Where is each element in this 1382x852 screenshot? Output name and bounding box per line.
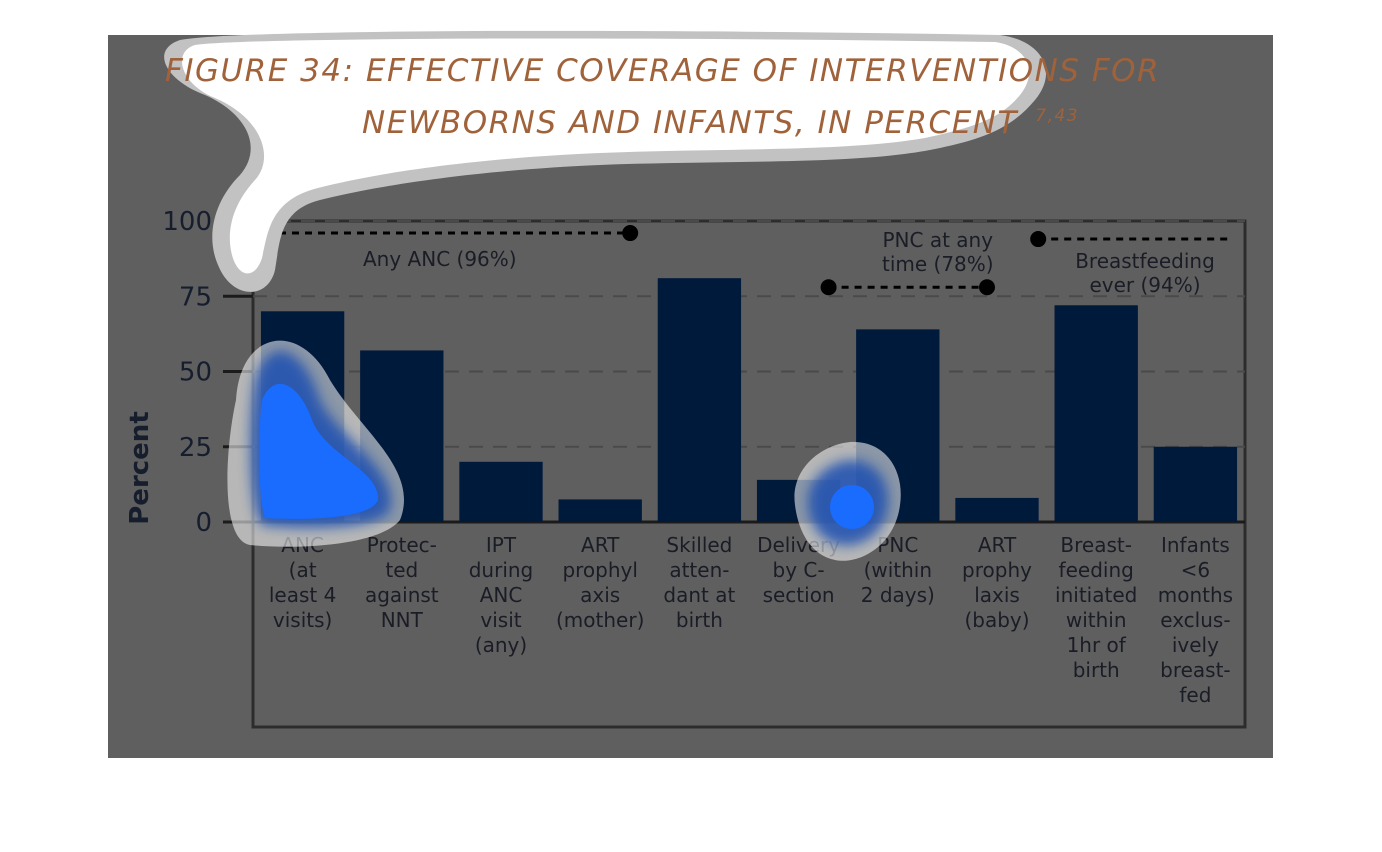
ref-label-line: PNC at any (883, 228, 994, 252)
ref-label-line: time (78%) (882, 252, 994, 276)
bar (955, 497, 1039, 522)
ref-label-any-anc: Any ANC (96%) (363, 247, 517, 271)
x-tick-label-line: axis (580, 583, 620, 607)
x-tick-label: ART prophy laxis (baby) (962, 533, 1032, 632)
x-tick-label-line: NNT (381, 608, 424, 632)
y-tick-label: 0 (195, 508, 212, 538)
heatmap-overlay (227, 340, 901, 561)
x-tick-label-line: Breast- (1060, 533, 1132, 557)
x-tick-label-line: section (763, 583, 835, 607)
x-tick-label-line: Infants (1161, 533, 1230, 557)
x-tick-label-line: visit (480, 608, 521, 632)
x-tick-label: Breast-feeding initiated within 1hr of birth (1055, 533, 1137, 682)
x-tick-label-line: <6 (1181, 558, 1210, 582)
x-tick-label-line: by C- (773, 558, 825, 582)
x-tick-label-line: 2 days) (861, 583, 935, 607)
x-tick-label: IPT during ANC visit (any) (469, 533, 534, 657)
x-tick-label-line: (at (289, 558, 317, 582)
x-tick-label-line: dant at (663, 583, 735, 607)
y-tick-label: 100 (162, 207, 212, 237)
x-tick-label-line: ively (1172, 633, 1219, 657)
x-tick-label-line: months (1158, 583, 1233, 607)
ref-label-pnc: PNC at any time (78%) (882, 228, 994, 276)
x-tick-label-line: laxis (974, 583, 1020, 607)
x-tick-label-line: initiated (1055, 583, 1137, 607)
x-tick-label-line: Protec- (367, 533, 437, 557)
ref-label-breastfeeding: Breastfeeding ever (94%) (1075, 249, 1215, 297)
x-tick-label: Infants <6 months exclus-ively breast-fed (1158, 533, 1233, 707)
ref-label-line: Breastfeeding (1075, 249, 1215, 273)
x-tick-label-line: exclus- (1160, 608, 1230, 632)
bar (657, 278, 742, 522)
x-tick-label-line: ted (385, 558, 418, 582)
x-tick-label: Protec-ted against NNT (365, 533, 439, 632)
x-tick-label-line: 1hr of (1067, 633, 1127, 657)
bar (1054, 305, 1138, 522)
x-tick-label-line: ANC (480, 583, 523, 607)
x-tick-label-line: IPT (486, 533, 517, 557)
ref-label-line: ever (94%) (1089, 273, 1200, 297)
bar (1153, 446, 1238, 522)
x-tick-label-line: within (1066, 608, 1127, 632)
x-tick-label-line: fed (1179, 683, 1211, 707)
x-tick-label-line: (within (864, 558, 932, 582)
x-tick-label-line: (any) (475, 633, 527, 657)
x-tick-label: PNC (within 2 days) (861, 533, 935, 607)
x-tick-label-line: prophy (962, 558, 1032, 582)
ref-line-endpoint (622, 225, 639, 242)
x-tick-label-line: birth (676, 608, 723, 632)
title-line-2: NEWBORNS AND INFANTS, IN PERCENT 7,43 (362, 105, 1079, 141)
x-tick-label-line: during (469, 558, 534, 582)
title-line-2-text: NEWBORNS AND INFANTS, IN PERCENT (362, 105, 1018, 141)
x-tick-label-line: birth (1073, 658, 1120, 682)
figure-title: FIGURE 34: EFFECTIVE COVERAGE OF INTERVE… (165, 53, 1160, 141)
ref-line-endpoint (979, 279, 995, 296)
title-superscript: 7,43 (1035, 106, 1079, 126)
ref-line-endpoint (820, 279, 837, 296)
x-tick-label-line: (mother) (556, 608, 644, 632)
bar (459, 461, 543, 522)
y-tick-label: 25 (179, 433, 212, 463)
x-tick-label-line: visits) (273, 608, 332, 632)
x-tick-label: Skilled atten-dant at birth (663, 533, 735, 632)
y-axis-title: Percent (125, 411, 155, 525)
title-cloud (164, 30, 1047, 292)
reference-lines: Any ANC (96%) PNC at any time (78%) Breastf… (253, 225, 1229, 297)
x-tick-label-line: atten- (669, 558, 729, 582)
x-tick-label-line: feeding (1059, 558, 1134, 582)
x-tick-label-line: ART (581, 533, 620, 557)
x-tick-label-line: least 4 (269, 583, 336, 607)
x-tick-label-line: prophyl (562, 558, 637, 582)
bar (558, 499, 642, 522)
x-tick-label: ART prophyl axis (mother) (556, 533, 644, 632)
x-tick-label-line: (baby) (964, 608, 1029, 632)
y-tick-label: 75 (179, 282, 212, 312)
ref-line-endpoint (1030, 231, 1047, 248)
x-tick-label-line: against (365, 583, 439, 607)
x-tick-label-line: Skilled (666, 533, 732, 557)
x-tick-label-line: breast- (1160, 658, 1231, 682)
y-tick-label: 50 (179, 358, 212, 388)
title-line-1: FIGURE 34: EFFECTIVE COVERAGE OF INTERVE… (165, 53, 1160, 89)
x-tick-label-line: ART (978, 533, 1017, 557)
y-axis-ticks: 0 25 50 75 100 (162, 207, 253, 538)
